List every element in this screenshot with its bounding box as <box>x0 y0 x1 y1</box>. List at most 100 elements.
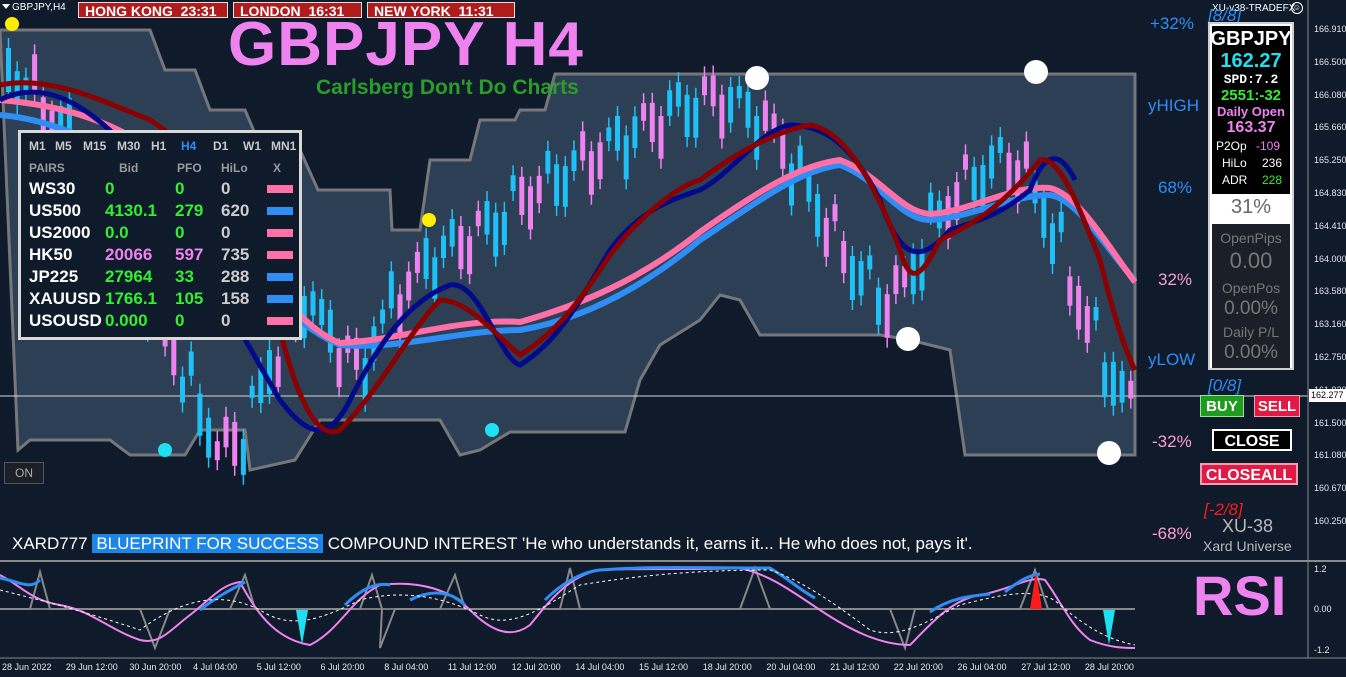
candle <box>867 255 873 270</box>
candle <box>510 175 516 192</box>
col-bid: Bid <box>119 161 139 175</box>
candle <box>441 235 446 259</box>
candle <box>458 225 464 270</box>
candle <box>1093 307 1099 321</box>
candle <box>971 166 977 201</box>
pair-pfo: 33 <box>175 267 194 286</box>
rsi-window <box>0 565 1136 652</box>
candle <box>702 76 707 96</box>
date-axis-label: 28 Jun 2022 <box>2 662 52 672</box>
clock-new-york: NEW YORK 11:31 <box>367 2 515 19</box>
candle <box>493 212 499 257</box>
date-axis-label: 27 Jul 12:00 <box>1021 662 1071 672</box>
pair-hilo: 0 <box>221 223 231 242</box>
tf-m15[interactable]: M15 <box>83 139 107 153</box>
col-x: X <box>273 161 282 175</box>
tf-h1[interactable]: H1 <box>151 139 167 153</box>
candle <box>1076 285 1082 330</box>
pair-color-swatch <box>267 317 293 325</box>
candle <box>267 350 272 394</box>
info-hilo-label: HiLo <box>1222 156 1247 170</box>
candle <box>963 154 968 170</box>
candle <box>249 385 255 398</box>
level-minus-32: -32% <box>1152 432 1192 451</box>
footer-highlight: BLUEPRINT FOR SUCCESS <box>92 534 323 553</box>
date-axis-label: 4 Jul 04:00 <box>193 662 238 672</box>
candle <box>354 337 359 370</box>
price-axis-label: 162.750 <box>1314 352 1346 362</box>
pair-hilo: 735 <box>221 245 250 264</box>
info-open-pips-label: OpenPips <box>1220 230 1282 246</box>
level-8-8: [8/8] <box>1208 6 1242 25</box>
pair-hilo: 158 <box>221 289 250 308</box>
tf-mn1[interactable]: MN1 <box>271 139 297 153</box>
date-axis-label: 11 Jul 12:00 <box>447 662 497 672</box>
rsi-axis-label: 0.00 <box>1314 604 1332 614</box>
info-hilo: 236 <box>1262 156 1283 170</box>
rsi-line-blue <box>0 566 1041 614</box>
pair-hilo: 288 <box>221 267 250 286</box>
candle <box>745 91 751 128</box>
candle <box>188 351 194 376</box>
pair-pfo: 279 <box>175 201 204 220</box>
candle <box>58 106 64 129</box>
info-pips: 2551:-32 <box>1220 87 1282 104</box>
candle <box>406 271 412 301</box>
candle <box>980 165 986 210</box>
price-axis-label: 161.500 <box>1314 417 1346 428</box>
candle <box>206 417 212 458</box>
candle <box>1102 362 1108 398</box>
swing-high-marker <box>1024 60 1048 84</box>
price-axis-label: 164.410 <box>1314 220 1346 231</box>
info-p2op: -109 <box>1256 139 1281 153</box>
tf-w1[interactable]: W1 <box>243 139 261 153</box>
candle <box>815 193 821 237</box>
tf-m1[interactable]: M1 <box>29 139 46 153</box>
candle <box>632 116 638 149</box>
rsi-oversold-marker <box>1103 610 1115 645</box>
pair-bid: 4130.1 <box>105 201 157 220</box>
close-button[interactable]: CLOSE <box>1212 429 1292 451</box>
candle <box>475 210 481 227</box>
candle <box>1084 306 1090 343</box>
tf-h4[interactable]: H4 <box>181 139 197 153</box>
price-axis-label: 163.580 <box>1314 286 1346 297</box>
candle <box>649 102 655 143</box>
candle <box>806 175 812 202</box>
tf-m30[interactable]: M30 <box>117 139 141 153</box>
candle <box>6 48 11 92</box>
date-axis-label: 26 Jul 04:00 <box>957 662 1007 672</box>
chart-menu-arrow-icon[interactable] <box>2 4 10 9</box>
date-axis-label: 6 Jul 20:00 <box>320 662 365 672</box>
candle <box>997 137 1003 154</box>
closeall-button[interactable]: CLOSEALL <box>1200 463 1298 485</box>
candle <box>501 211 507 246</box>
date-axis-label: 15 Jul 12:00 <box>639 662 689 672</box>
pair-pair: US500 <box>29 201 81 220</box>
candle <box>588 151 594 195</box>
buy-button[interactable]: BUY <box>1200 395 1244 417</box>
level-68: 68% <box>1158 178 1193 197</box>
info-daily-open-label: Daily Open <box>1217 104 1285 119</box>
tf-m5[interactable]: M5 <box>55 139 72 153</box>
candle <box>449 219 455 247</box>
pair-pair: WS30 <box>29 179 76 198</box>
pair-hilo: 0 <box>221 179 231 198</box>
candle <box>623 135 629 180</box>
candle <box>380 309 386 324</box>
sell-button[interactable]: SELL <box>1254 395 1300 417</box>
pair-bid: 0 <box>105 179 115 198</box>
smiley-icon: ☺ <box>1291 2 1303 14</box>
tf-d1[interactable]: D1 <box>213 139 229 153</box>
candle <box>1067 276 1073 306</box>
swing-low-marker <box>485 423 499 437</box>
on-toggle-button[interactable]: ON <box>4 462 44 484</box>
brand-subtitle: Xard Universe <box>1203 538 1292 554</box>
level-minus-68: -68% <box>1152 524 1192 543</box>
date-axis-label: 22 Jul 20:00 <box>893 662 943 672</box>
candle <box>849 256 855 300</box>
date-axis-label: 18 Jul 20:00 <box>702 662 752 672</box>
col-hilo: HiLo <box>221 161 248 175</box>
candle <box>66 98 72 140</box>
